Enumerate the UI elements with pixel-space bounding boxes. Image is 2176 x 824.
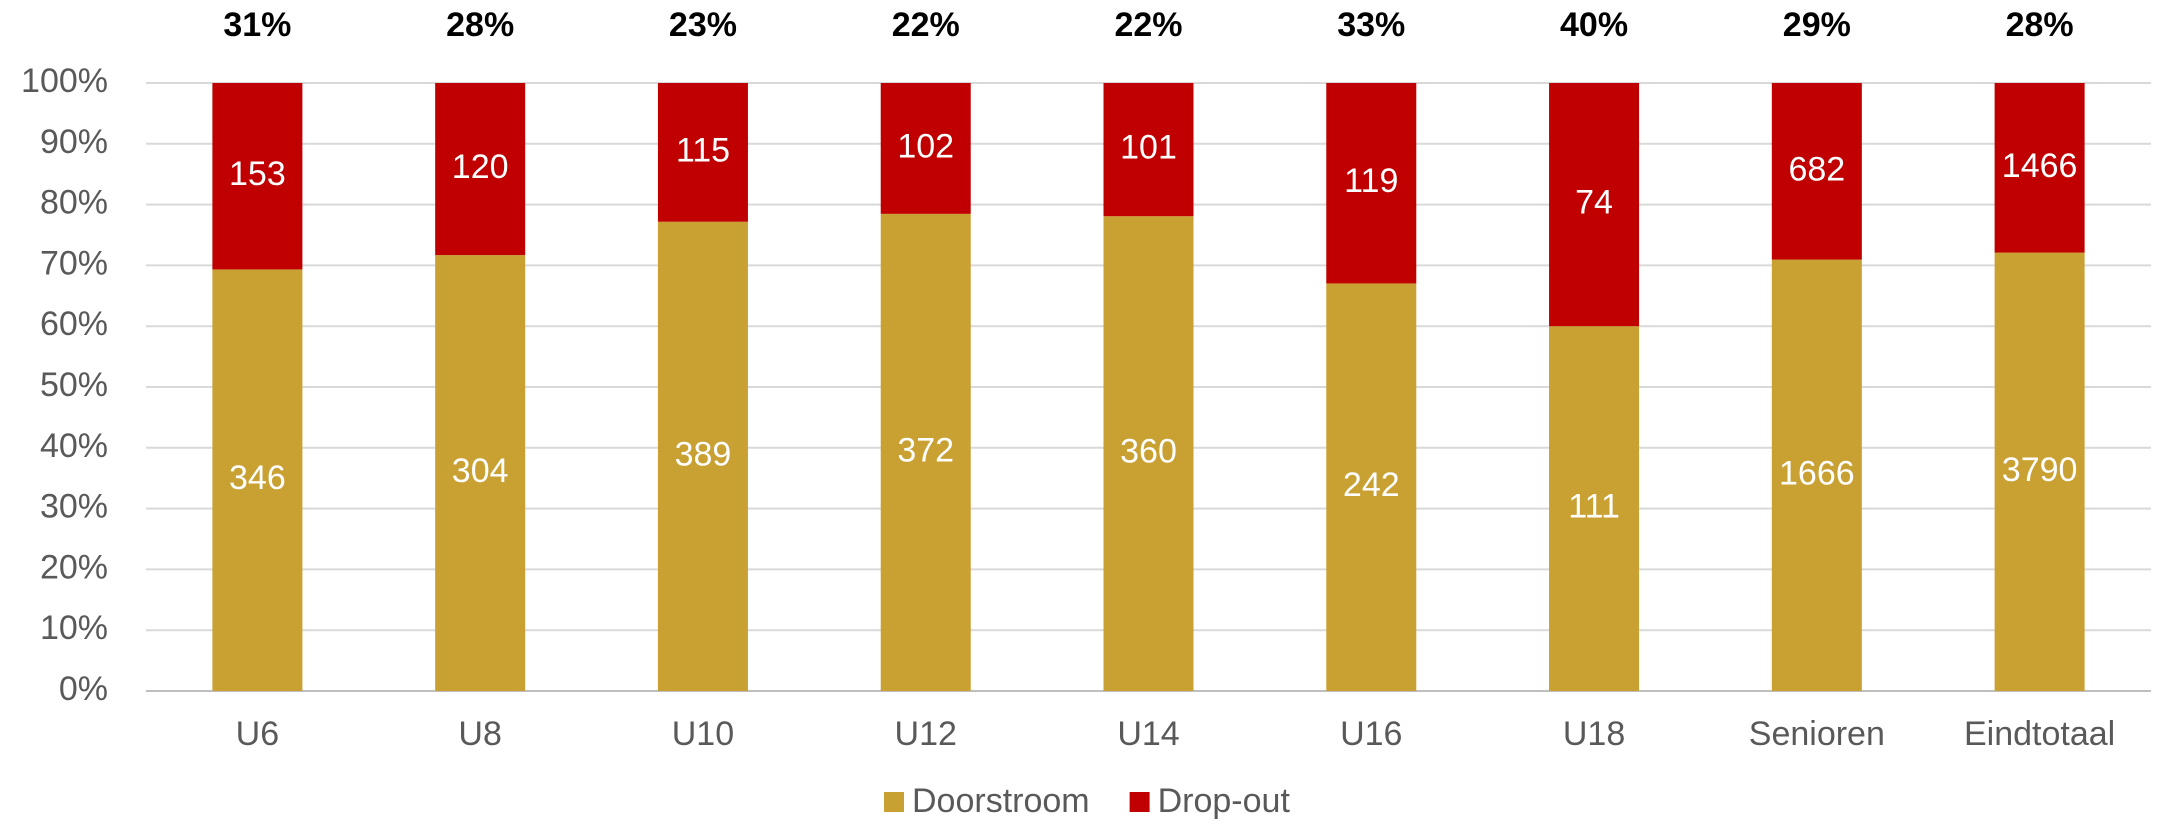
bar-segment <box>435 83 526 256</box>
y-tick-label: 80% <box>40 184 108 222</box>
data-label: 682 <box>1788 150 1845 188</box>
dropout-percent-label: 28% <box>2006 6 2074 44</box>
dropout-percent-label: 29% <box>1783 6 1851 44</box>
bar-segment <box>1771 259 1862 691</box>
data-label: 74 <box>1575 184 1613 222</box>
dropout-percent-label: 31% <box>223 6 291 44</box>
bar-segment <box>1994 252 2085 691</box>
x-tick-label: U16 <box>1340 715 1402 753</box>
bar-segment <box>1326 83 1417 284</box>
bar-segment <box>212 83 303 270</box>
bar-segment <box>1771 83 1862 260</box>
bar-segment <box>880 83 971 214</box>
y-tick-label: 10% <box>40 609 108 647</box>
bar-segment <box>657 83 748 222</box>
data-label: 101 <box>1120 129 1177 167</box>
data-label: 3790 <box>2002 451 2078 489</box>
dropout-percent-label: 40% <box>1560 6 1628 44</box>
dropout-percent-label: 22% <box>892 6 960 44</box>
data-label: 102 <box>897 127 954 165</box>
data-label: 389 <box>675 435 732 473</box>
dropout-percent-label: 33% <box>1337 6 1405 44</box>
y-tick-label: 30% <box>40 488 108 526</box>
data-label: 346 <box>229 459 286 497</box>
data-label: 372 <box>897 431 954 469</box>
data-label: 153 <box>229 155 286 193</box>
y-tick-label: 70% <box>40 244 108 282</box>
y-tick-label: 50% <box>40 366 108 404</box>
bar-segment <box>1326 283 1417 691</box>
legend-swatch <box>1129 792 1150 812</box>
y-tick-label: 0% <box>59 670 108 708</box>
legend-label: Doorstroom <box>912 782 1090 820</box>
y-tick-label: 100% <box>21 62 108 100</box>
bar-segment <box>1994 83 2085 253</box>
data-label: 120 <box>452 148 509 186</box>
data-label: 360 <box>1120 433 1177 471</box>
dropout-percent-label: 22% <box>1114 6 1182 44</box>
bar-segment <box>1103 83 1194 217</box>
data-label: 304 <box>452 452 509 490</box>
data-label: 115 <box>676 131 730 169</box>
y-tick-label: 20% <box>40 548 108 586</box>
bar-segment <box>212 269 303 691</box>
bar-segment <box>435 255 526 691</box>
dropout-percent-label: 23% <box>669 6 737 44</box>
y-tick-label: 60% <box>40 305 108 343</box>
y-tick-label: 90% <box>40 123 108 161</box>
dropout-percent-label: 28% <box>446 6 514 44</box>
legend-swatch <box>884 792 904 812</box>
data-label: 119 <box>1344 162 1398 200</box>
x-tick-label: U14 <box>1117 715 1179 753</box>
bar-segment <box>880 213 971 691</box>
bar-segment <box>657 221 748 691</box>
x-tick-label: U12 <box>895 715 957 753</box>
x-tick-label: U10 <box>672 715 734 753</box>
data-label: 1666 <box>1779 454 1855 492</box>
bar-segment <box>1549 83 1640 327</box>
x-tick-label: U8 <box>458 715 501 753</box>
x-tick-label: Senioren <box>1749 715 1885 753</box>
data-label: 242 <box>1343 466 1400 504</box>
x-tick-label: U6 <box>236 715 279 753</box>
x-tick-label: Eindtotaal <box>1964 715 2115 753</box>
data-label: 1466 <box>2002 147 2078 185</box>
x-tick-label: U18 <box>1563 715 1625 753</box>
bar-segment <box>1549 326 1640 691</box>
legend-label: Drop-out <box>1158 782 1291 820</box>
data-label: 111 <box>1568 488 1620 526</box>
y-tick-label: 40% <box>40 427 108 465</box>
bar-segment <box>1103 216 1194 692</box>
